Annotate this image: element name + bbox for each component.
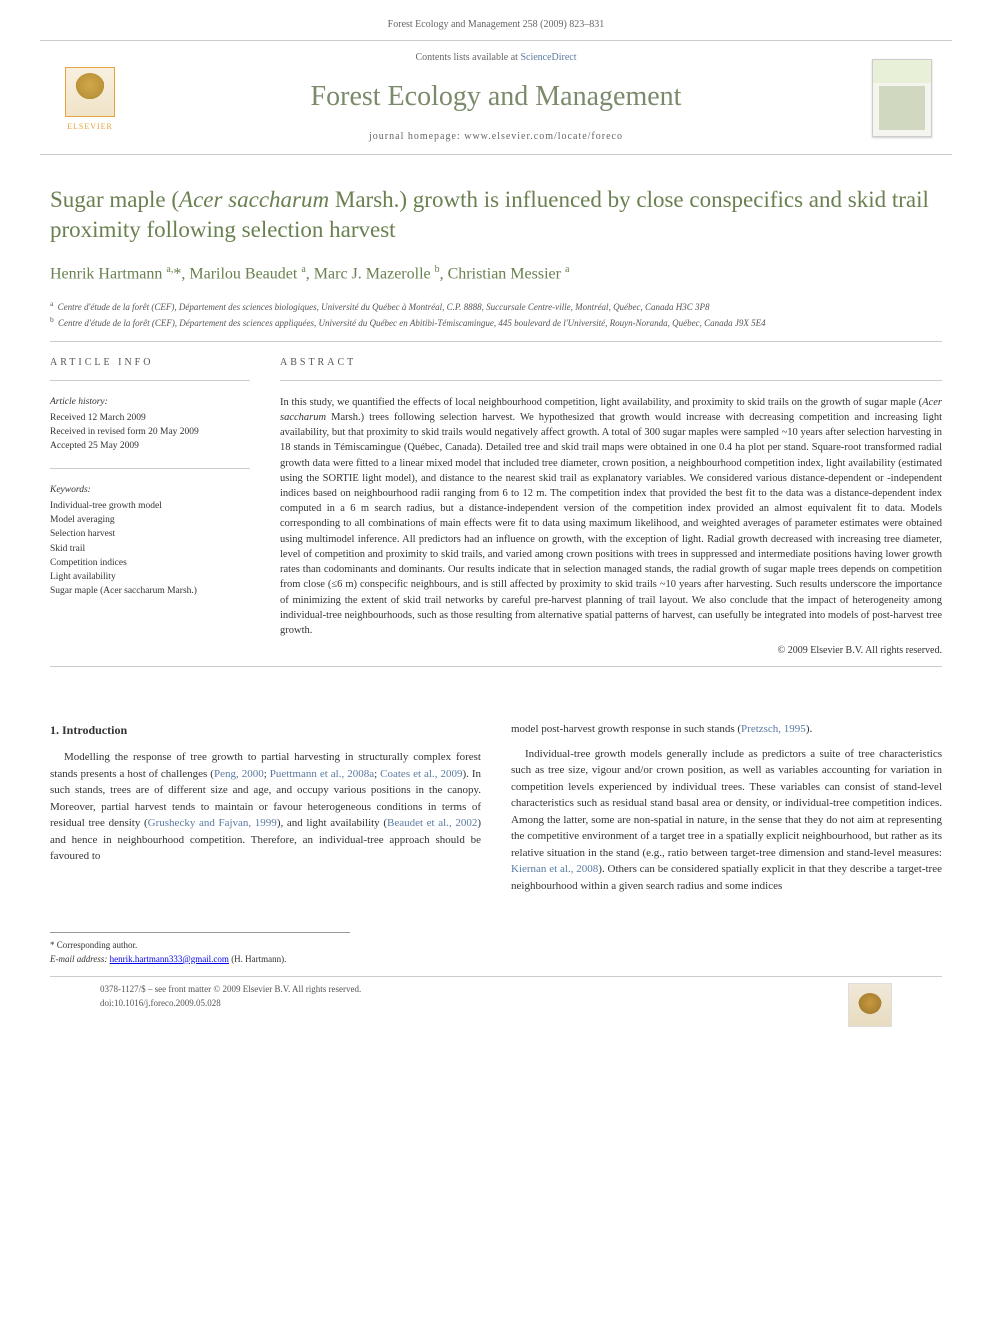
body-column-left: 1. Introduction Modelling the response o… (50, 721, 481, 902)
footer-doi: doi:10.1016/j.foreco.2009.05.028 (100, 997, 361, 1011)
elsevier-tree-icon (65, 67, 115, 117)
keyword: Sugar maple (Acer saccharum Marsh.) (50, 584, 250, 598)
history-line: Accepted 25 May 2009 (50, 439, 250, 453)
body-column-right: model post-harvest growth response in su… (511, 721, 942, 902)
history-subhead: Article history: (50, 395, 250, 409)
corr-email-link[interactable]: henrik.hartmann333@gmail.com (110, 954, 229, 964)
homepage-url: www.elsevier.com/locate/foreco (464, 131, 623, 142)
journal-center: Contents lists available at ScienceDirec… (140, 51, 852, 144)
journal-homepage: journal homepage: www.elsevier.com/locat… (140, 130, 852, 144)
body-paragraph: Individual-tree growth models generally … (511, 746, 942, 895)
corr-label: * Corresponding author. (50, 939, 350, 953)
article-info-heading: ARTICLE INFO (50, 356, 250, 370)
abstract-copyright: © 2009 Elsevier B.V. All rights reserved… (280, 644, 942, 658)
page-footer: 0378-1127/$ – see front matter © 2009 El… (50, 976, 942, 1047)
keyword: Selection harvest (50, 527, 250, 541)
elsevier-label: ELSEVIER (67, 121, 113, 132)
keyword: Model averaging (50, 513, 250, 527)
elsevier-logo: ELSEVIER (60, 63, 120, 133)
divider (280, 380, 942, 381)
article-title: Sugar maple (Acer saccharum Marsh.) grow… (50, 185, 942, 245)
keywords-subhead: Keywords: (50, 483, 250, 497)
homepage-prefix: journal homepage: (369, 131, 464, 142)
citation-text: Forest Ecology and Management 258 (2009)… (388, 19, 605, 30)
abstract-heading: ABSTRACT (280, 356, 942, 370)
footer-left: 0378-1127/$ – see front matter © 2009 El… (100, 983, 361, 1027)
article-history-block: Article history: Received 12 March 2009 … (50, 395, 250, 454)
footer-line1: 0378-1127/$ – see front matter © 2009 El… (100, 983, 361, 997)
body-columns: 1. Introduction Modelling the response o… (0, 701, 992, 912)
corresponding-author-block: * Corresponding author. E-mail address: … (50, 932, 350, 966)
journal-bar: ELSEVIER Contents lists available at Sci… (40, 40, 952, 155)
affiliation-b: b Centre d'étude de la forêt (CEF), Dépa… (50, 314, 942, 331)
keyword: Competition indices (50, 556, 250, 570)
intro-heading: 1. Introduction (50, 721, 481, 739)
abstract-text: In this study, we quantified the effects… (280, 395, 942, 639)
contents-line: Contents lists available at ScienceDirec… (140, 51, 852, 65)
history-line: Received in revised form 20 May 2009 (50, 425, 250, 439)
elsevier-footer-logo-icon (848, 983, 892, 1027)
keywords-block: Keywords: Individual-tree growth model M… (50, 483, 250, 599)
article-info: ARTICLE INFO Article history: Received 1… (50, 356, 250, 659)
affiliation-a: a Centre d'étude de la forêt (CEF), Dépa… (50, 298, 942, 315)
body-paragraph: Modelling the response of tree growth to… (50, 749, 481, 865)
email-label: E-mail address: (50, 954, 107, 964)
journal-cover-thumb (872, 59, 932, 137)
abstract-column: ABSTRACT In this study, we quantified th… (280, 356, 942, 659)
author-list: Henrik Hartmann a,*, Marilou Beaudet a, … (50, 263, 942, 286)
history-line: Received 12 March 2009 (50, 411, 250, 425)
contents-prefix: Contents lists available at (415, 52, 520, 63)
divider (50, 380, 250, 381)
article-front-matter: Sugar maple (Acer saccharum Marsh.) grow… (0, 155, 992, 701)
divider (50, 666, 942, 667)
keyword: Individual-tree growth model (50, 499, 250, 513)
corr-person: (H. Hartmann). (231, 954, 286, 964)
corr-email-line: E-mail address: henrik.hartmann333@gmail… (50, 953, 350, 967)
body-paragraph: model post-harvest growth response in su… (511, 721, 942, 738)
divider (50, 468, 250, 469)
info-abstract-row: ARTICLE INFO Article history: Received 1… (50, 356, 942, 659)
running-header: Forest Ecology and Management 258 (2009)… (0, 0, 992, 40)
journal-title: Forest Ecology and Management (140, 77, 852, 116)
divider (50, 341, 942, 342)
keyword: Light availability (50, 570, 250, 584)
keyword: Skid trail (50, 542, 250, 556)
sciencedirect-link[interactable]: ScienceDirect (520, 52, 576, 63)
affiliations: a Centre d'étude de la forêt (CEF), Dépa… (50, 298, 942, 331)
